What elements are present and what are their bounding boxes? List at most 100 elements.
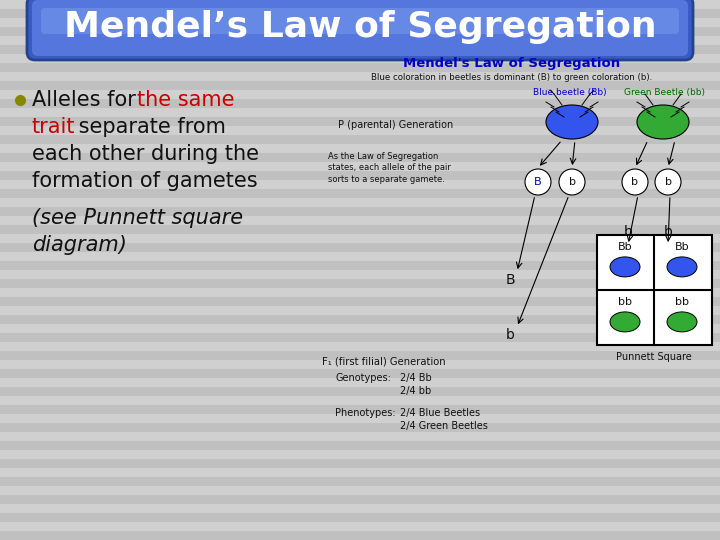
- Text: b: b: [569, 177, 575, 187]
- Text: Blue beetle (Bb): Blue beetle (Bb): [534, 87, 607, 97]
- Ellipse shape: [610, 312, 640, 332]
- Bar: [0, 207, 720, 216]
- Bar: [0, 243, 720, 252]
- Bar: [0, 135, 720, 144]
- Bar: [0, 9, 720, 18]
- Text: b: b: [631, 177, 639, 187]
- Text: Phenotypes:: Phenotypes:: [335, 408, 395, 418]
- Text: trait: trait: [32, 117, 76, 137]
- Bar: [0, 486, 720, 495]
- Text: Green Beetle (bb): Green Beetle (bb): [624, 87, 706, 97]
- Text: 2/4 Bb: 2/4 Bb: [400, 373, 432, 383]
- FancyBboxPatch shape: [41, 8, 679, 34]
- Text: As the Law of Segregation
states, each allele of the pair
sorts to a separate ga: As the Law of Segregation states, each a…: [328, 152, 451, 184]
- Text: Genotypes:: Genotypes:: [335, 373, 391, 383]
- Circle shape: [559, 169, 585, 195]
- Text: formation of gametes: formation of gametes: [32, 171, 258, 191]
- Text: b: b: [624, 225, 632, 239]
- Bar: [0, 342, 720, 351]
- Bar: [0, 396, 720, 405]
- Text: B: B: [505, 273, 515, 287]
- Text: each other during the: each other during the: [32, 144, 259, 164]
- Bar: [0, 504, 720, 513]
- Bar: [0, 261, 720, 270]
- Bar: [0, 54, 720, 63]
- Bar: [0, 279, 720, 288]
- Text: Mendel's Law of Segregation: Mendel's Law of Segregation: [403, 57, 621, 71]
- Bar: [308, 58, 716, 80]
- Text: 2/4 bb: 2/4 bb: [400, 386, 431, 396]
- Bar: [0, 495, 720, 504]
- Bar: [0, 216, 720, 225]
- Bar: [0, 81, 720, 90]
- Text: b: b: [664, 225, 672, 239]
- Ellipse shape: [610, 257, 640, 277]
- Bar: [0, 108, 720, 117]
- Text: Blue coloration in beetles is dominant (B) to green coloration (b).: Blue coloration in beetles is dominant (…: [372, 73, 652, 83]
- Bar: [0, 171, 720, 180]
- Bar: [0, 351, 720, 360]
- Ellipse shape: [637, 105, 689, 139]
- Bar: [0, 0, 720, 9]
- Bar: [0, 234, 720, 243]
- Text: B: B: [534, 177, 542, 187]
- Text: diagram): diagram): [32, 235, 127, 255]
- Bar: [0, 432, 720, 441]
- Text: 2/4 Blue Beetles: 2/4 Blue Beetles: [400, 408, 480, 418]
- Text: Mendel’s Law of Segregation: Mendel’s Law of Segregation: [63, 10, 657, 44]
- Text: F₁ (first filial) Generation: F₁ (first filial) Generation: [322, 357, 446, 367]
- Bar: [0, 144, 720, 153]
- Bar: [0, 126, 720, 135]
- Bar: [0, 99, 720, 108]
- Bar: [0, 36, 720, 45]
- Bar: [0, 333, 720, 342]
- Bar: [0, 180, 720, 189]
- Text: Bb: Bb: [675, 242, 689, 252]
- Ellipse shape: [546, 105, 598, 139]
- Bar: [0, 315, 720, 324]
- Circle shape: [655, 169, 681, 195]
- Circle shape: [525, 169, 551, 195]
- Bar: [0, 225, 720, 234]
- Bar: [0, 405, 720, 414]
- Bar: [0, 297, 720, 306]
- Text: b: b: [665, 177, 672, 187]
- Bar: [0, 378, 720, 387]
- Text: bb: bb: [675, 297, 689, 307]
- Bar: [0, 441, 720, 450]
- Bar: [0, 414, 720, 423]
- Bar: [0, 522, 720, 531]
- Bar: [0, 468, 720, 477]
- Bar: [0, 117, 720, 126]
- Bar: [597, 235, 712, 345]
- Bar: [0, 189, 720, 198]
- Text: Punnett Square: Punnett Square: [616, 352, 692, 362]
- Bar: [0, 270, 720, 279]
- Text: bb: bb: [618, 297, 632, 307]
- Ellipse shape: [667, 257, 697, 277]
- Bar: [0, 450, 720, 459]
- Bar: [0, 306, 720, 315]
- Bar: [0, 288, 720, 297]
- Circle shape: [622, 169, 648, 195]
- Bar: [0, 477, 720, 486]
- Bar: [0, 459, 720, 468]
- Bar: [0, 324, 720, 333]
- Bar: [0, 72, 720, 81]
- Bar: [0, 153, 720, 162]
- Bar: [0, 18, 720, 27]
- Ellipse shape: [667, 312, 697, 332]
- Bar: [0, 360, 720, 369]
- Bar: [0, 423, 720, 432]
- Bar: [0, 90, 720, 99]
- Text: separate from: separate from: [72, 117, 226, 137]
- Text: P (parental) Generation: P (parental) Generation: [338, 120, 454, 130]
- FancyBboxPatch shape: [27, 0, 693, 60]
- Bar: [0, 513, 720, 522]
- FancyBboxPatch shape: [32, 0, 688, 56]
- Bar: [0, 252, 720, 261]
- Text: Alleles for: Alleles for: [32, 90, 143, 110]
- Bar: [0, 531, 720, 540]
- Bar: [0, 27, 720, 36]
- Text: b: b: [505, 328, 514, 342]
